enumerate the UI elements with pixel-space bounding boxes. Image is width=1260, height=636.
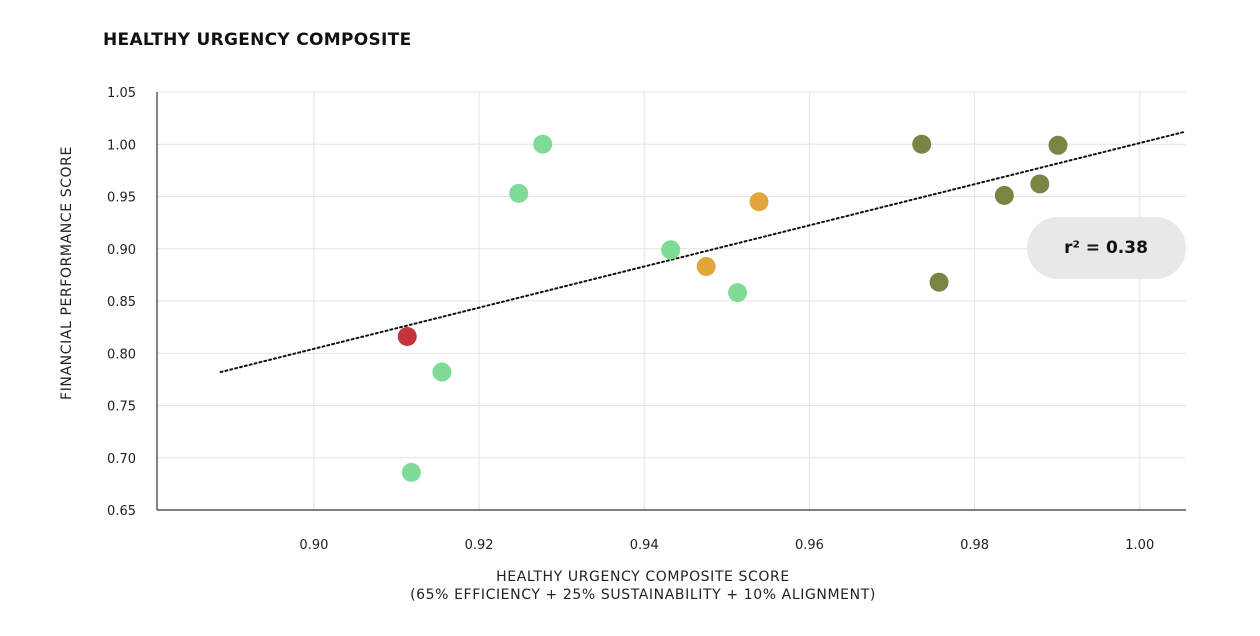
y-tick-label: 0.65 bbox=[107, 504, 136, 519]
x-tick-label: 0.98 bbox=[960, 538, 989, 553]
y-axis-title: FINANCIAL PERFORMANCE SCORE bbox=[59, 146, 75, 400]
r2-badge-background bbox=[1027, 217, 1186, 279]
x-tick-label: 0.96 bbox=[795, 538, 824, 553]
axes bbox=[156, 92, 1186, 511]
y-tick-label: 1.00 bbox=[107, 138, 136, 153]
r2-badge: r² = 0.38 bbox=[1027, 217, 1186, 279]
r2-annotation: r² = 0.38 bbox=[1064, 238, 1148, 258]
points-layer bbox=[397, 134, 1068, 482]
data-point bbox=[749, 192, 769, 212]
data-point bbox=[509, 183, 529, 203]
data-point bbox=[696, 257, 716, 277]
data-point bbox=[533, 134, 553, 154]
data-point bbox=[728, 283, 748, 303]
y-tick-label: 1.05 bbox=[107, 86, 136, 101]
data-point bbox=[401, 462, 421, 482]
x-tick-label: 0.94 bbox=[630, 538, 659, 553]
y-tick-label: 0.80 bbox=[107, 347, 136, 362]
data-point bbox=[912, 134, 932, 154]
data-point bbox=[1030, 174, 1050, 194]
y-tick-label: 0.70 bbox=[107, 452, 136, 467]
y-tick-label: 0.90 bbox=[107, 243, 136, 258]
x-axis-subtitle: (65% EFFICIENCY + 25% SUSTAINABILITY + 1… bbox=[410, 587, 876, 603]
trendline bbox=[219, 130, 1187, 374]
data-point bbox=[1048, 135, 1068, 155]
data-point bbox=[432, 362, 452, 382]
y-tick-label: 0.75 bbox=[107, 400, 136, 415]
data-point bbox=[994, 185, 1014, 205]
data-point bbox=[661, 240, 681, 260]
x-tick-label: 1.00 bbox=[1125, 538, 1154, 553]
data-point bbox=[397, 327, 417, 347]
labels-layer: 1.05 1.00 0.95 0.90 0.85 0.80 0.75 0.70 0.65 0.90… bbox=[107, 86, 1154, 553]
y-tick-label: 0.85 bbox=[107, 295, 136, 310]
chart-title: HEALTHY URGENCY COMPOSITE bbox=[103, 30, 412, 50]
trendline-layer bbox=[219, 130, 1187, 374]
grid bbox=[157, 91, 1186, 511]
x-tick-label: 0.92 bbox=[465, 538, 494, 553]
data-point bbox=[929, 272, 949, 292]
x-tick-label: 0.90 bbox=[299, 538, 328, 553]
y-tick-label: 0.95 bbox=[107, 191, 136, 206]
x-axis-title: HEALTHY URGENCY COMPOSITE SCORE bbox=[496, 569, 790, 585]
